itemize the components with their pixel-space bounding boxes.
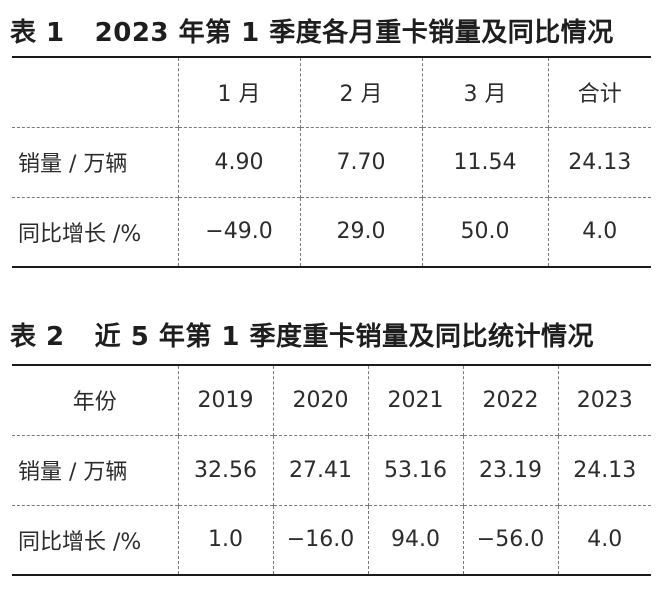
table-cell: 94.0 [367,504,463,575]
table-cell: 1.0 [177,504,273,575]
header-cell-2019: 2019 [177,365,273,435]
header-cell-total: 合计 [547,57,651,127]
table-cell: 7.70 [299,126,422,197]
header-cell-2023: 2023 [557,365,651,435]
header-cell-march: 3 月 [421,57,548,127]
table-cell: 29.0 [299,196,422,267]
monthly-sales-table: 1 月 2 月 3 月 合计 销量 / 万辆 4.90 7.70 11.54 2… [12,56,651,268]
table-cell: 24.13 [547,126,651,197]
table-cell: 53.16 [367,434,463,505]
table-cell: −49.0 [177,196,300,267]
header-cell-year: 年份 [72,390,117,416]
table1-caption: 表 1 2023 年第 1 季度各月重卡销量及同比情况 [10,12,614,49]
table-cell: 4.90 [177,126,300,197]
table-row: 销量 / 万辆 32.56 27.41 53.16 23.19 24.13 [12,434,651,505]
row-label-sales: 销量 / 万辆 [12,434,178,505]
table-cell: 27.41 [272,434,368,505]
table-row: 同比增长 /% −49.0 29.0 50.0 4.0 [12,196,651,267]
table2-caption-number: 表 2 [10,322,65,352]
row-label-yoy-growth: 同比增长 /% [12,504,178,575]
table-header-row: 年份 2019 2020 2021 2022 2023 [12,365,651,435]
yearly-sales-table: 年份 2019 2020 2021 2022 2023 销量 / 万辆 32.5… [12,364,651,576]
row-label-sales: 销量 / 万辆 [12,126,178,197]
table1-caption-text: 2023 年第 1 季度各月重卡销量及同比情况 [94,18,614,48]
table-header-row: 1 月 2 月 3 月 合计 [12,57,651,127]
table1-caption-number: 表 1 [10,18,65,48]
table-row: 同比增长 /% 1.0 −16.0 94.0 −56.0 4.0 [12,504,651,575]
table-cell: −56.0 [462,504,558,575]
table-cell: 4.0 [547,196,651,267]
table-cell: −16.0 [272,504,368,575]
table-cell: 23.19 [462,434,558,505]
table-row: 销量 / 万辆 4.90 7.70 11.54 24.13 [12,126,651,197]
table-cell: 11.54 [421,126,548,197]
header-cell-january: 1 月 [177,57,300,127]
table2-caption: 表 2 近 5 年第 1 季度重卡销量及同比统计情况 [10,316,594,353]
header-cell-2021: 2021 [367,365,463,435]
header-cell-2020: 2020 [272,365,368,435]
table2-caption-text: 近 5 年第 1 季度重卡销量及同比统计情况 [94,322,595,352]
table-cell: 4.0 [557,504,651,575]
header-cell-blank [12,57,178,127]
header-cell-february: 2 月 [299,57,422,127]
row-label-yoy-growth: 同比增长 /% [12,196,178,267]
table-cell: 32.56 [177,434,273,505]
table-cell: 50.0 [421,196,548,267]
table-cell: 24.13 [557,434,651,505]
header-cell-2022: 2022 [462,365,558,435]
